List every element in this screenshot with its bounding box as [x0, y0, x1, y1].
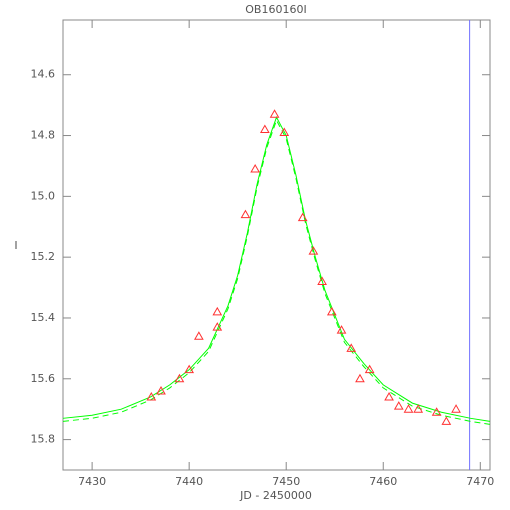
data-point [174, 373, 185, 383]
data-point [317, 276, 327, 285]
y-tick-label: 14.8 [31, 129, 56, 142]
data-point [346, 343, 357, 352]
data-point [194, 331, 204, 340]
data-point [384, 392, 394, 401]
y-tick-label: 15.4 [31, 311, 56, 324]
data-point [336, 325, 347, 334]
data-point [441, 416, 452, 425]
data-point [250, 163, 261, 173]
x-tick-label: 7450 [272, 475, 300, 488]
x-tick-label: 7440 [175, 475, 203, 488]
data-point [364, 364, 375, 374]
y-tick-label: 14.6 [31, 68, 56, 81]
data-point [308, 246, 319, 255]
x-tick-label: 7470 [466, 475, 494, 488]
data-point [393, 401, 404, 410]
x-tick-label: 7460 [369, 475, 397, 488]
x-axis-label: JD - 2450000 [239, 489, 312, 502]
y-axis-label: I [14, 239, 17, 252]
plot-frame [62, 19, 491, 471]
x-tick-label: 7430 [78, 475, 106, 488]
data-point [297, 212, 308, 222]
y-tick-label: 15.8 [31, 433, 56, 446]
data-point [269, 109, 280, 118]
data-point [355, 373, 365, 383]
data-point [403, 404, 414, 413]
data-point [451, 404, 461, 413]
data-point [431, 407, 442, 416]
data-point [279, 127, 290, 136]
y-tick-label: 15.2 [31, 250, 56, 263]
data-point [184, 364, 195, 374]
data-point [212, 322, 223, 331]
data-point [326, 306, 337, 316]
model-curve [62, 119, 491, 425]
data-point [259, 124, 270, 133]
y-tick-label: 15.6 [31, 372, 56, 385]
chart-title: OB160160I [245, 3, 306, 16]
data-point [146, 392, 157, 401]
data-point [212, 306, 223, 316]
data-point [240, 209, 251, 219]
data-point [156, 385, 166, 395]
data-point [413, 404, 424, 413]
y-tick-label: 15.0 [31, 189, 56, 202]
